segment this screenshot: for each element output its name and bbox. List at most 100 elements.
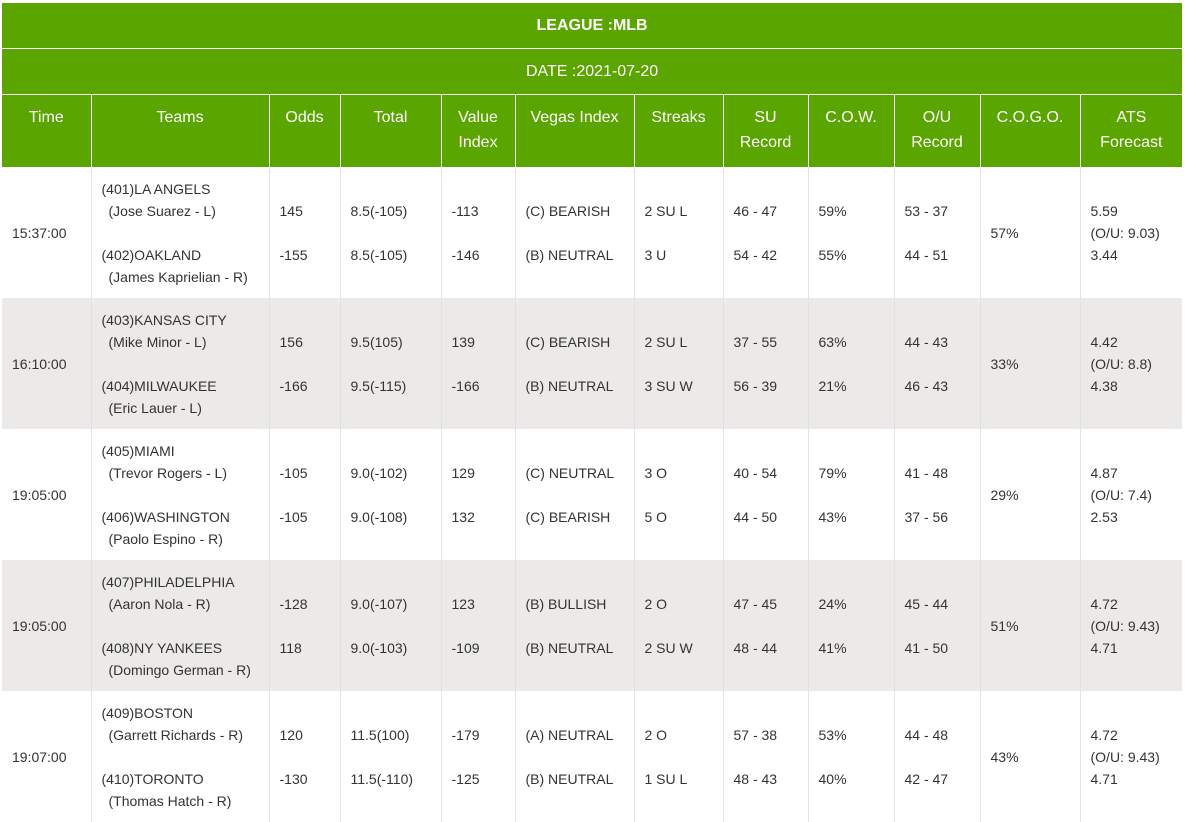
teams-cell: (403)KANSAS CITY (Mike Minor - L) (404)M… (91, 298, 270, 429)
odds-cell: 145 -155 (269, 167, 341, 298)
su-record-cell: 40 - 54 44 - 50 (723, 429, 809, 560)
value-index-cell: 129 132 (441, 429, 516, 560)
cogo-cell: 29% (980, 429, 1081, 560)
game-row: 19:07:00 (409)BOSTON (Garrett Richards -… (2, 691, 1183, 822)
ats-forecast-cell: 4.87 (O/U: 7.4) 2.53 (1080, 429, 1183, 560)
teams-cell: (409)BOSTON (Garrett Richards - R) (410)… (91, 691, 270, 822)
header-total: Total (340, 94, 442, 167)
header-ou-record: O/U Record (894, 94, 981, 167)
cogo-cell: 57% (980, 167, 1081, 298)
vegas-index-cell: (C) BEARISH (B) NEUTRAL (515, 298, 635, 429)
team-name: (404)MILWAUKEE (101, 377, 217, 394)
header-teams: Teams (91, 94, 270, 167)
ou-record-cell: 44 - 43 46 - 43 (894, 298, 981, 429)
total-cell: 8.5(-105) 8.5(-105) (340, 167, 442, 298)
league-title: LEAGUE :MLB (2, 3, 1183, 49)
value-index-cell: -113 -146 (441, 167, 516, 298)
ou-record-cell: 44 - 48 42 - 47 (894, 691, 981, 822)
column-header-row: Time Teams Odds Total Value Index Vegas I… (2, 94, 1183, 167)
header-time: Time (2, 94, 92, 167)
game-row: 19:05:00 (407)PHILADELPHIA (Aaron Nola -… (2, 560, 1183, 691)
odds-cell: -105 -105 (269, 429, 341, 560)
pitcher-name: (Mike Minor - L) (108, 333, 207, 350)
pitcher-name: (Domingo German - R) (108, 661, 251, 678)
ats-forecast-cell: 4.72 (O/U: 9.43) 4.71 (1080, 691, 1183, 822)
cogo-cell: 51% (980, 560, 1081, 691)
game-time: 19:05:00 (2, 429, 92, 560)
pitcher-name: (Jose Suarez - L) (108, 202, 216, 219)
ou-record-cell: 53 - 37 44 - 51 (894, 167, 981, 298)
ats-forecast-cell: 4.72 (O/U: 9.43) 4.71 (1080, 560, 1183, 691)
game-time: 16:10:00 (2, 298, 92, 429)
teams-cell: (407)PHILADELPHIA (Aaron Nola - R) (408)… (91, 560, 270, 691)
header-cogo: C.O.G.O. (980, 94, 1081, 167)
teams-cell: (405)MIAMI (Trevor Rogers - L) (406)WASH… (91, 429, 270, 560)
pitcher-name: (Eric Lauer - L) (108, 399, 202, 416)
team-name: (410)TORONTO (101, 770, 204, 787)
header-vegas-index: Vegas Index (515, 94, 635, 167)
game-time: 19:05:00 (2, 560, 92, 691)
ats-forecast-cell: 4.42 (O/U: 8.8) 4.38 (1080, 298, 1183, 429)
team-name: (409)BOSTON (101, 704, 194, 721)
league-banner-row: LEAGUE :MLB (2, 3, 1183, 49)
vegas-index-cell: (C) BEARISH (B) NEUTRAL (515, 167, 635, 298)
header-odds: Odds (269, 94, 341, 167)
game-time: 15:37:00 (2, 167, 92, 298)
game-time: 19:07:00 (2, 691, 92, 822)
value-index-cell: 139 -166 (441, 298, 516, 429)
pitcher-name: (James Kaprielian - R) (108, 268, 248, 285)
games-table: LEAGUE :MLB DATE :2021-07-20 Time Teams … (2, 3, 1183, 822)
vegas-index-cell: (B) BULLISH (B) NEUTRAL (515, 560, 635, 691)
value-index-cell: 123 -109 (441, 560, 516, 691)
su-record-cell: 37 - 55 56 - 39 (723, 298, 809, 429)
cow-cell: 59% 55% (808, 167, 895, 298)
mlb-games-panel: LEAGUE :MLB DATE :2021-07-20 Time Teams … (2, 3, 1183, 822)
team-name: (402)OAKLAND (101, 246, 202, 263)
cogo-cell: 33% (980, 298, 1081, 429)
header-ats-forecast: ATS Forecast (1080, 94, 1183, 167)
pitcher-name: (Thomas Hatch - R) (108, 792, 232, 809)
team-name: (403)KANSAS CITY (101, 311, 227, 328)
cow-cell: 79% 43% (808, 429, 895, 560)
total-cell: 9.5(105) 9.5(-115) (340, 298, 442, 429)
su-record-cell: 46 - 47 54 - 42 (723, 167, 809, 298)
date-banner-row: DATE :2021-07-20 (2, 48, 1183, 95)
game-row: 16:10:00 (403)KANSAS CITY (Mike Minor - … (2, 298, 1183, 429)
pitcher-name: (Paolo Espino - R) (108, 530, 223, 547)
total-cell: 9.0(-107) 9.0(-103) (340, 560, 442, 691)
odds-cell: 156 -166 (269, 298, 341, 429)
team-name: (405)MIAMI (101, 442, 175, 459)
header-value-index: Value Index (441, 94, 516, 167)
header-streaks: Streaks (634, 94, 724, 167)
total-cell: 9.0(-102) 9.0(-108) (340, 429, 442, 560)
cow-cell: 24% 41% (808, 560, 895, 691)
vegas-index-cell: (C) NEUTRAL (C) BEARISH (515, 429, 635, 560)
cogo-cell: 43% (980, 691, 1081, 822)
ou-record-cell: 41 - 48 37 - 56 (894, 429, 981, 560)
team-name: (401)LA ANGELS (101, 180, 211, 197)
date-title: DATE :2021-07-20 (2, 48, 1183, 95)
header-cow: C.O.W. (808, 94, 895, 167)
pitcher-name: (Garrett Richards - R) (108, 726, 244, 743)
cow-cell: 53% 40% (808, 691, 895, 822)
game-row: 19:05:00 (405)MIAMI (Trevor Rogers - L) … (2, 429, 1183, 560)
odds-cell: 120 -130 (269, 691, 341, 822)
header-su-record: SU Record (723, 94, 809, 167)
value-index-cell: -179 -125 (441, 691, 516, 822)
cow-cell: 63% 21% (808, 298, 895, 429)
su-record-cell: 47 - 45 48 - 44 (723, 560, 809, 691)
team-name: (408)NY YANKEES (101, 639, 223, 656)
ats-forecast-cell: 5.59 (O/U: 9.03) 3.44 (1080, 167, 1183, 298)
vegas-index-cell: (A) NEUTRAL (B) NEUTRAL (515, 691, 635, 822)
su-record-cell: 57 - 38 48 - 43 (723, 691, 809, 822)
game-row: 15:37:00 (401)LA ANGELS (Jose Suarez - L… (2, 167, 1183, 298)
total-cell: 11.5(100) 11.5(-110) (340, 691, 442, 822)
odds-cell: -128 118 (269, 560, 341, 691)
team-name: (407)PHILADELPHIA (101, 573, 235, 590)
pitcher-name: (Aaron Nola - R) (108, 595, 211, 612)
